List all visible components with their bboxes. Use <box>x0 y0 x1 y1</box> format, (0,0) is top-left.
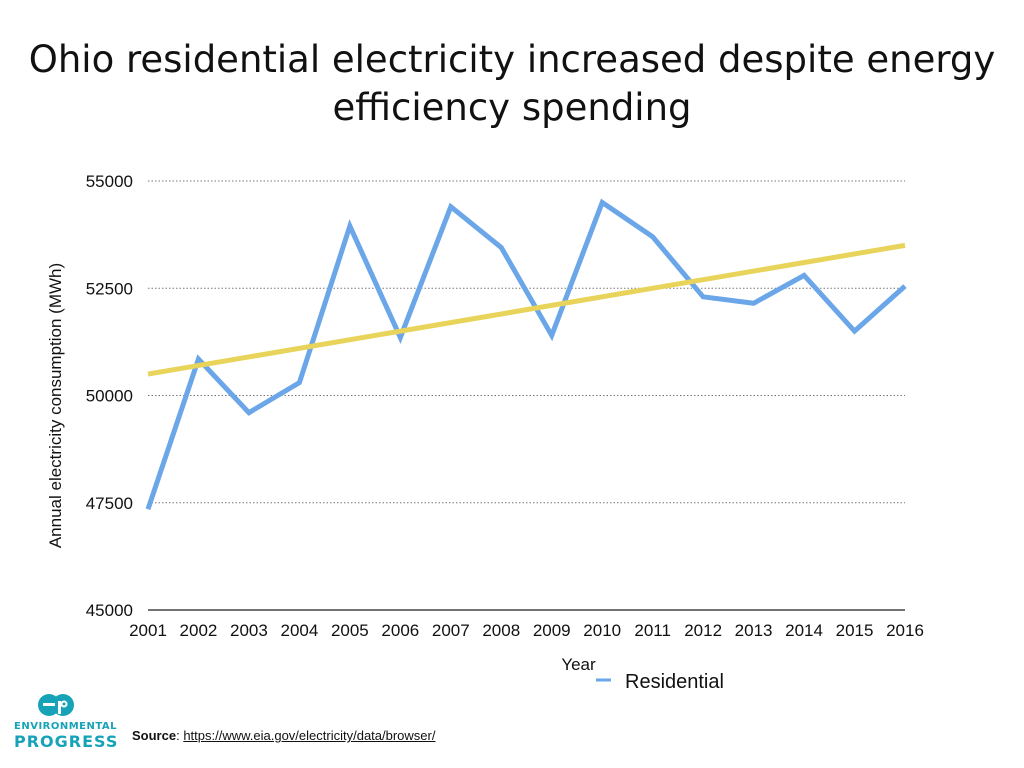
y-tick-label: 52500 <box>86 279 133 298</box>
source-link[interactable]: https://www.eia.gov/electricity/data/bro… <box>183 728 436 743</box>
y-axis-label: Annual electricity consumption (MWh) <box>46 263 65 548</box>
x-tick-label: 2015 <box>836 621 874 640</box>
x-tick-label: 2010 <box>583 621 621 640</box>
x-tick-label: 2016 <box>886 621 924 640</box>
source-separator: : <box>176 728 184 743</box>
x-tick-label: 2008 <box>482 621 520 640</box>
logo-text-line-1: ENVIRONMENTAL <box>14 721 118 732</box>
ep-logo-icon <box>38 694 74 716</box>
x-tick-label: 2011 <box>634 621 671 640</box>
logo-text-line-2: PROGRESS <box>14 732 119 751</box>
source-label: Source <box>132 728 177 743</box>
x-tick-label: 2007 <box>432 621 470 640</box>
title-line-1: Ohio residential electricity increased d… <box>28 38 996 81</box>
x-tick-label: 2013 <box>735 621 773 640</box>
y-tick-label: 55000 <box>86 172 133 191</box>
environmental-progress-logo: ENVIRONMENTAL PROGRESS <box>14 694 119 751</box>
title-line-2: efficiency spending <box>332 86 692 129</box>
legend-label-residential: Residential <box>625 671 724 693</box>
x-axis-label: Year <box>561 655 596 674</box>
x-tick-label: 2002 <box>180 621 218 640</box>
x-tick-label: 2004 <box>280 621 318 640</box>
trend-line <box>147 242 906 377</box>
x-tick-label: 2006 <box>381 621 419 640</box>
x-tick-label: 2009 <box>533 621 571 640</box>
x-tick-label: 2003 <box>230 621 268 640</box>
x-tick-label: 2001 <box>129 621 167 640</box>
y-tick-label: 45000 <box>86 601 133 620</box>
page-title: Ohio residential electricity increased d… <box>0 36 1024 132</box>
source-note: Source: https://www.eia.gov/electricity/… <box>132 728 435 743</box>
y-tick-label: 50000 <box>86 387 133 406</box>
x-tick-label: 2014 <box>785 621 823 640</box>
y-tick-label: 47500 <box>86 494 133 513</box>
series-line-residential <box>145 198 907 510</box>
x-tick-label: 2012 <box>684 621 722 640</box>
x-tick-label: 2005 <box>331 621 369 640</box>
